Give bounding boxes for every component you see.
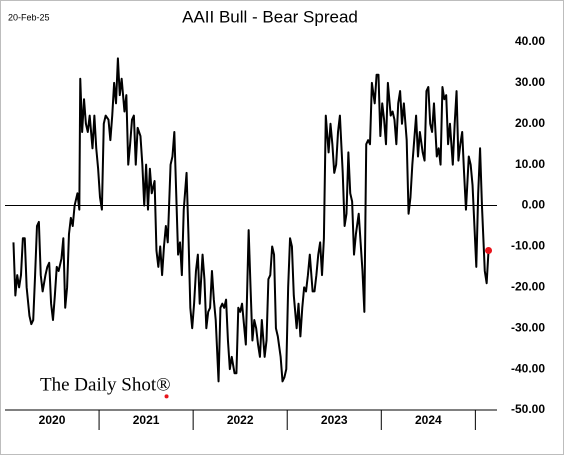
y-tick-label: -50.00 — [511, 402, 545, 416]
y-tick-label: -30.00 — [511, 320, 545, 334]
y-tick-label: 20.00 — [515, 116, 545, 130]
last-point — [485, 247, 493, 255]
y-tick-label: -10.00 — [511, 239, 545, 253]
x-tick-label: 2023 — [321, 413, 348, 427]
date-note: 20-Feb-25 — [8, 12, 50, 22]
y-tick-label: 30.00 — [515, 75, 545, 89]
y-tick-label: 0.00 — [522, 198, 546, 212]
data-line — [12, 57, 490, 383]
y-tick-label: 40.00 — [515, 34, 545, 48]
y-tick-label: -40.00 — [511, 361, 545, 375]
y-tick-label: -20.00 — [511, 280, 545, 294]
watermark: The Daily Shot® — [40, 374, 171, 395]
chart-title: AAII Bull - Bear Spread — [182, 7, 358, 26]
x-tick-label: 2024 — [415, 413, 442, 427]
logo-dot — [164, 394, 169, 399]
x-tick-label: 2021 — [133, 413, 160, 427]
x-tick-label: 2020 — [39, 413, 66, 427]
x-tick-label: 2022 — [227, 413, 254, 427]
y-tick-label: 10.00 — [515, 157, 545, 171]
